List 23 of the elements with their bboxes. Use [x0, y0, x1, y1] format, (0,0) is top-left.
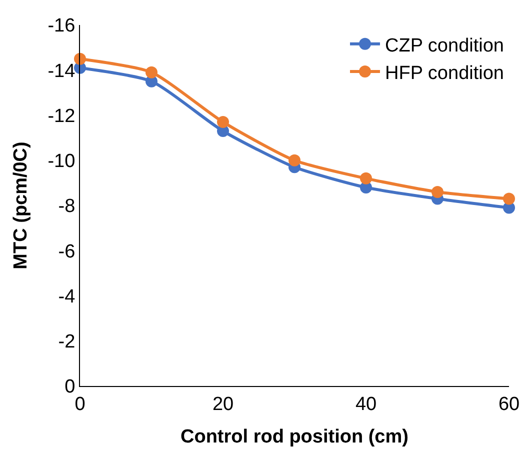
- y-tick-label: -4: [58, 286, 76, 308]
- x-tick-label: 40: [355, 394, 377, 415]
- x-axis-title: Control rod position (cm): [180, 426, 408, 448]
- y-tick-label: -6: [58, 241, 76, 262]
- y-axis-title: MTC (pcm/0C): [10, 142, 32, 270]
- y-tick-label: 0: [64, 376, 76, 398]
- y-tick-label: -14: [48, 60, 76, 82]
- legend-label: HFP condition: [385, 62, 504, 84]
- y-tick-label: -10: [48, 151, 76, 172]
- legend-label: CZP condition: [385, 35, 504, 56]
- point: [74, 52, 86, 65]
- point: [432, 186, 444, 198]
- x-tick-label: 60: [498, 394, 520, 415]
- point: [360, 172, 372, 184]
- point: [217, 116, 229, 128]
- y-tick-label: -12: [48, 106, 76, 127]
- y-tick-label: -2: [58, 332, 76, 353]
- x-tick-label: 20: [212, 394, 234, 415]
- point: [146, 66, 158, 78]
- point: [503, 192, 515, 205]
- y-tick-label: -8: [58, 196, 76, 218]
- y-tick-label: -16: [48, 16, 76, 37]
- point: [288, 154, 300, 166]
